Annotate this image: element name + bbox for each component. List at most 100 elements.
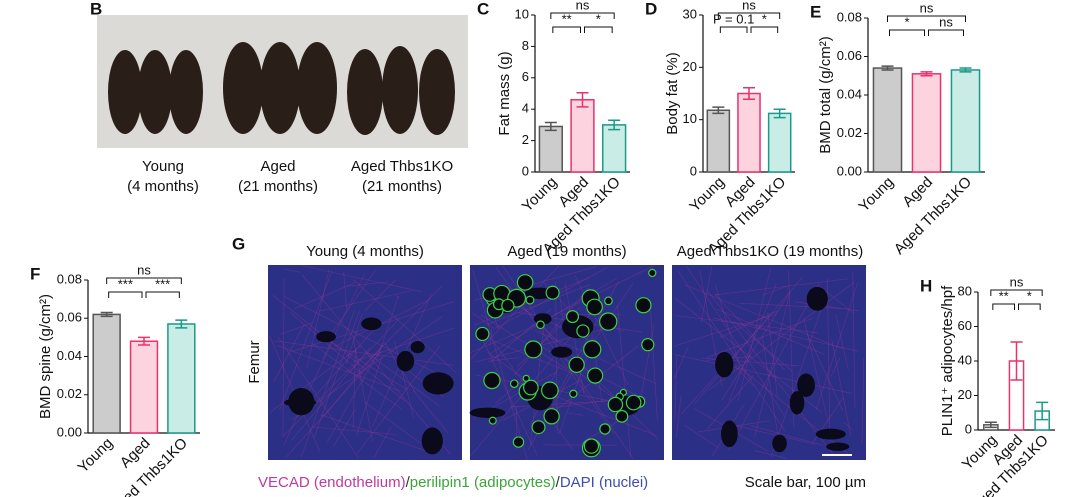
bar (950, 69, 981, 173)
vessel (852, 271, 856, 409)
x-tick-label: Young (75, 435, 117, 477)
bar (167, 323, 196, 434)
vessel (707, 375, 754, 429)
scale-bar-label: Scale bar, 100 µm (745, 474, 866, 491)
significance-label: ns (939, 14, 953, 29)
vessel (326, 341, 385, 443)
panel-label: G (232, 234, 245, 253)
vessel (739, 302, 842, 309)
bar (872, 67, 903, 173)
adipocyte (523, 379, 539, 396)
vessel (280, 322, 313, 335)
vessel (675, 395, 682, 438)
significance-bracket (108, 291, 143, 298)
column-title: Young (4 months) (306, 243, 424, 260)
vessel (412, 389, 449, 433)
vessel (356, 356, 383, 436)
vessel (493, 340, 579, 376)
adipocyte (576, 324, 590, 338)
y-tick-label: 10 (515, 6, 529, 21)
adipocyte (583, 438, 600, 454)
vessel (283, 333, 337, 446)
vessel (334, 299, 430, 347)
vessel (674, 354, 853, 394)
y-tick-label: 0.02 (837, 125, 862, 140)
vessel (803, 318, 829, 423)
y-tick-label: 4 (522, 101, 529, 116)
y-tick-label: 0.00 (837, 163, 862, 178)
vessel (333, 408, 356, 447)
error-bar (1036, 401, 1049, 421)
vessel (861, 358, 865, 444)
vessel (675, 315, 818, 334)
group-name: Aged (260, 158, 295, 175)
vessel (559, 295, 565, 326)
adipocyte (475, 326, 490, 342)
vessel (356, 285, 443, 374)
y-tick-label: 20 (683, 59, 697, 74)
panel-label: F (30, 264, 40, 283)
significance-bracket (928, 29, 964, 36)
significance-bracket (887, 15, 966, 22)
bar (92, 313, 121, 434)
significance-bracket (992, 303, 1015, 310)
mouse-photo (97, 15, 468, 148)
adipocyte (583, 340, 602, 359)
y-tick-label: 0.02 (57, 386, 82, 401)
sinusoid (422, 372, 454, 395)
panel-label: C (477, 0, 489, 18)
vessel (356, 345, 441, 454)
significance-label: ns (576, 0, 590, 12)
vessel (352, 338, 374, 442)
sinusoid (715, 351, 734, 378)
significance-label: * (904, 14, 909, 29)
y-axis-label: Fat mass (g) (496, 51, 513, 135)
adipocyte (483, 371, 501, 390)
vessel (686, 265, 785, 416)
sinusoid (806, 286, 828, 311)
error-bar (920, 71, 933, 77)
adipocyte (625, 394, 642, 411)
group-name: Young (142, 158, 184, 175)
vessel (489, 277, 618, 354)
y-axis-label: Body fat (%) (664, 52, 681, 135)
error-bar (1010, 341, 1023, 381)
micrographs (268, 264, 866, 460)
adipocyte (604, 296, 613, 306)
column-title: Aged Thbs1KO (19 months) (677, 243, 864, 260)
vessel (714, 293, 786, 370)
error-bar (743, 86, 755, 101)
vessel (352, 328, 454, 363)
vessel (795, 301, 859, 312)
vessel (277, 336, 359, 459)
significance-bracket (1018, 303, 1041, 310)
adipocyte (536, 320, 545, 330)
error-bar (138, 336, 150, 346)
vessel (684, 424, 720, 449)
vessel (299, 264, 422, 292)
vessel (509, 399, 622, 408)
sinusoid (316, 331, 336, 343)
y-tick-label: 0.00 (57, 424, 82, 439)
y-tick-label: 0.06 (837, 48, 862, 63)
column-title: Aged (19 months) (507, 243, 626, 260)
vessel (694, 276, 804, 404)
vessel (489, 328, 493, 346)
vessel (733, 321, 793, 372)
vessel (673, 346, 689, 379)
vessel (677, 270, 786, 431)
vessel (321, 274, 365, 361)
vessel (487, 357, 520, 362)
bar (767, 112, 792, 173)
adipocyte (545, 285, 560, 300)
adipocyte (524, 340, 543, 359)
vessel (376, 295, 399, 361)
bar (538, 125, 563, 173)
vessel (343, 271, 347, 309)
vessel (353, 279, 457, 374)
sinusoid (815, 428, 846, 440)
vessel (469, 265, 560, 361)
y-tick-label: 0 (690, 163, 697, 178)
vessel (673, 313, 778, 347)
